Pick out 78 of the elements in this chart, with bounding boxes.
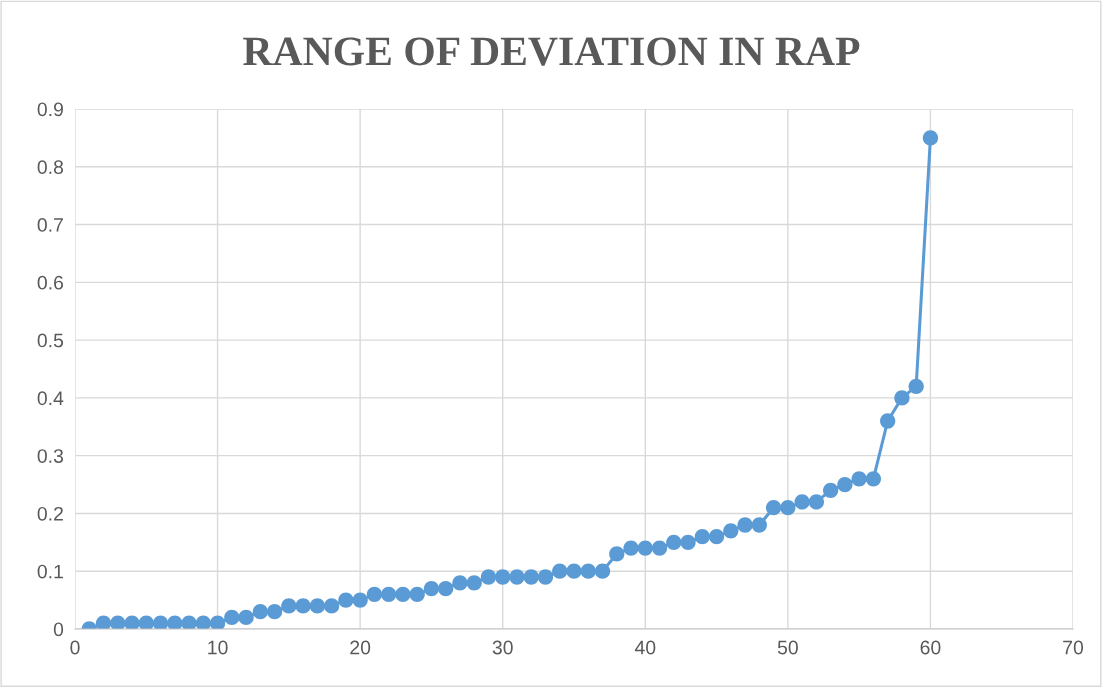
chart-title: RANGE OF DEVIATION IN RAP (243, 37, 860, 66)
point (381, 586, 397, 602)
point (737, 517, 753, 533)
point (922, 130, 939, 146)
y-tick-label: 0.6 (37, 275, 64, 290)
point (523, 569, 539, 585)
x-tick-label: 70 (1063, 640, 1084, 655)
point (780, 500, 796, 516)
point (509, 569, 525, 585)
point (167, 615, 183, 629)
y-tick-label: 0.8 (37, 160, 64, 175)
point (552, 563, 568, 579)
x-tick-label: 60 (920, 640, 941, 655)
x-tick-label: 40 (634, 640, 656, 655)
point (452, 575, 468, 591)
point (438, 580, 454, 597)
point (623, 540, 639, 556)
y-tick-label: 0.2 (37, 506, 63, 521)
point (352, 592, 368, 608)
point (152, 615, 169, 629)
point (865, 471, 882, 487)
point (409, 586, 425, 602)
point (837, 476, 853, 493)
point (594, 563, 611, 579)
point (851, 471, 867, 487)
point (566, 563, 582, 579)
point (181, 615, 197, 629)
point (680, 534, 696, 550)
point (580, 563, 596, 579)
point (338, 592, 354, 608)
point (637, 540, 653, 556)
point (723, 523, 739, 539)
point (480, 569, 497, 585)
x-tick-label: 10 (208, 640, 228, 655)
point (794, 494, 810, 510)
point (466, 575, 482, 591)
point (537, 569, 554, 585)
point (808, 494, 825, 510)
point (238, 609, 254, 626)
point (694, 528, 710, 545)
point (366, 586, 383, 602)
y-tick-label: 0.1 (37, 564, 63, 579)
point (110, 615, 126, 629)
point (765, 500, 782, 516)
point (95, 615, 112, 629)
point (423, 580, 440, 597)
point (751, 517, 767, 533)
x-tick-label: 20 (350, 640, 371, 655)
point (609, 546, 625, 562)
point (209, 615, 226, 629)
point (395, 586, 411, 602)
x-tick-label: 30 (492, 640, 513, 655)
y-tick-label: 0.9 (37, 102, 63, 117)
x-tick-label: 0 (70, 640, 80, 655)
y-tick-label: 0.3 (37, 449, 64, 463)
y-tick-label: 0.4 (37, 391, 64, 406)
point (495, 569, 511, 585)
point (138, 615, 154, 629)
point (822, 482, 839, 498)
y-tick-label: 0 (53, 622, 64, 637)
point (281, 598, 297, 614)
point (651, 540, 668, 556)
point (124, 615, 140, 629)
point (266, 604, 283, 620)
point (195, 615, 211, 629)
y-tick-label: 0.7 (37, 218, 63, 232)
x-tick-label: 50 (777, 640, 798, 655)
point (880, 413, 896, 429)
point (309, 598, 326, 614)
y-tick-label: 0.5 (37, 333, 64, 348)
point (908, 378, 924, 394)
point (252, 604, 268, 620)
point (708, 528, 725, 545)
point (666, 534, 682, 550)
point (295, 598, 311, 614)
point (894, 390, 910, 406)
point (224, 609, 240, 626)
point (323, 598, 340, 614)
